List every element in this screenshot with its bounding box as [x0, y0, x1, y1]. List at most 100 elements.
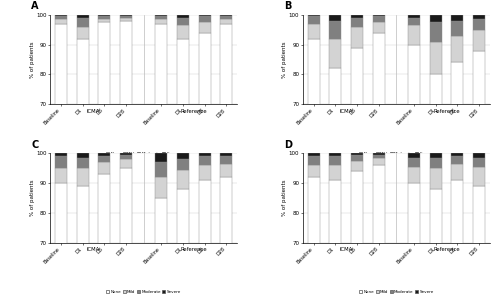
- Bar: [330, 39, 342, 68]
- Text: ICMA: ICMA: [340, 109, 353, 114]
- Bar: [98, 16, 110, 19]
- Bar: [220, 24, 232, 296]
- Bar: [408, 25, 420, 45]
- Bar: [351, 171, 363, 296]
- Bar: [76, 39, 88, 296]
- Bar: [55, 15, 67, 16]
- Bar: [430, 153, 442, 158]
- Text: Reference: Reference: [433, 247, 460, 252]
- Bar: [76, 18, 88, 27]
- Y-axis label: % of patients: % of patients: [282, 41, 288, 78]
- Bar: [198, 180, 210, 296]
- Bar: [76, 158, 88, 168]
- Bar: [308, 165, 320, 177]
- Bar: [351, 27, 363, 48]
- Bar: [98, 15, 110, 16]
- Bar: [198, 33, 210, 296]
- Bar: [452, 21, 464, 36]
- Bar: [55, 168, 67, 183]
- Text: Reference: Reference: [180, 247, 207, 252]
- Text: ICMA: ICMA: [87, 247, 100, 252]
- Text: A: A: [32, 1, 39, 11]
- Bar: [408, 167, 420, 183]
- Bar: [452, 36, 464, 62]
- Y-axis label: % of patients: % of patients: [30, 41, 35, 78]
- Bar: [55, 19, 67, 24]
- Bar: [408, 158, 420, 167]
- Bar: [351, 18, 363, 27]
- Bar: [308, 15, 320, 16]
- Bar: [452, 15, 464, 21]
- Bar: [220, 156, 232, 164]
- Bar: [155, 16, 167, 19]
- Bar: [373, 165, 385, 296]
- Bar: [308, 39, 320, 296]
- Bar: [155, 19, 167, 24]
- Legend: None, Mild, Moderate, Severe: None, Mild, Moderate, Severe: [106, 290, 181, 294]
- Bar: [351, 155, 363, 161]
- Text: Reference: Reference: [433, 109, 460, 114]
- Bar: [120, 159, 132, 168]
- Text: C: C: [32, 140, 38, 150]
- Bar: [177, 39, 189, 296]
- Text: Reference: Reference: [180, 109, 207, 114]
- Bar: [98, 174, 110, 296]
- Bar: [177, 170, 189, 189]
- Y-axis label: % of patients: % of patients: [282, 180, 288, 216]
- Bar: [155, 198, 167, 296]
- Bar: [308, 24, 320, 39]
- Bar: [55, 16, 67, 19]
- Bar: [76, 186, 88, 296]
- Bar: [330, 68, 342, 296]
- Legend: None, Mild, Moderate, Severe: None, Mild, Moderate, Severe: [359, 290, 434, 294]
- Bar: [177, 189, 189, 296]
- Bar: [408, 45, 420, 296]
- Bar: [408, 15, 420, 18]
- Bar: [308, 16, 320, 24]
- Bar: [98, 153, 110, 156]
- Bar: [373, 22, 385, 33]
- Bar: [473, 30, 485, 51]
- Bar: [98, 22, 110, 296]
- Bar: [452, 164, 464, 180]
- Bar: [430, 22, 442, 42]
- Bar: [373, 33, 385, 296]
- Bar: [76, 15, 88, 18]
- Bar: [430, 15, 442, 22]
- Bar: [473, 51, 485, 296]
- Text: B: B: [284, 1, 292, 11]
- Bar: [473, 153, 485, 158]
- Bar: [351, 15, 363, 18]
- Bar: [408, 153, 420, 158]
- Bar: [373, 153, 385, 155]
- Text: ICMA: ICMA: [87, 109, 100, 114]
- Bar: [430, 42, 442, 74]
- Bar: [55, 183, 67, 296]
- Bar: [155, 162, 167, 177]
- Bar: [308, 156, 320, 165]
- Bar: [120, 15, 132, 16]
- Bar: [408, 18, 420, 25]
- Y-axis label: % of patients: % of patients: [30, 180, 35, 216]
- Bar: [155, 15, 167, 16]
- Bar: [373, 158, 385, 165]
- Bar: [330, 180, 342, 296]
- Bar: [177, 18, 189, 25]
- Bar: [55, 153, 67, 156]
- Bar: [198, 15, 210, 16]
- Bar: [198, 153, 210, 156]
- Bar: [198, 165, 210, 180]
- Bar: [120, 16, 132, 18]
- Bar: [198, 16, 210, 22]
- Bar: [120, 21, 132, 296]
- Bar: [76, 153, 88, 158]
- Bar: [373, 15, 385, 16]
- Bar: [330, 153, 342, 156]
- Bar: [220, 177, 232, 296]
- Bar: [473, 167, 485, 186]
- Bar: [330, 21, 342, 39]
- Legend: None, Mild, Moderate, Severe: None, Mild, Moderate, Severe: [359, 152, 434, 156]
- Bar: [76, 168, 88, 186]
- Bar: [351, 161, 363, 171]
- Bar: [120, 18, 132, 21]
